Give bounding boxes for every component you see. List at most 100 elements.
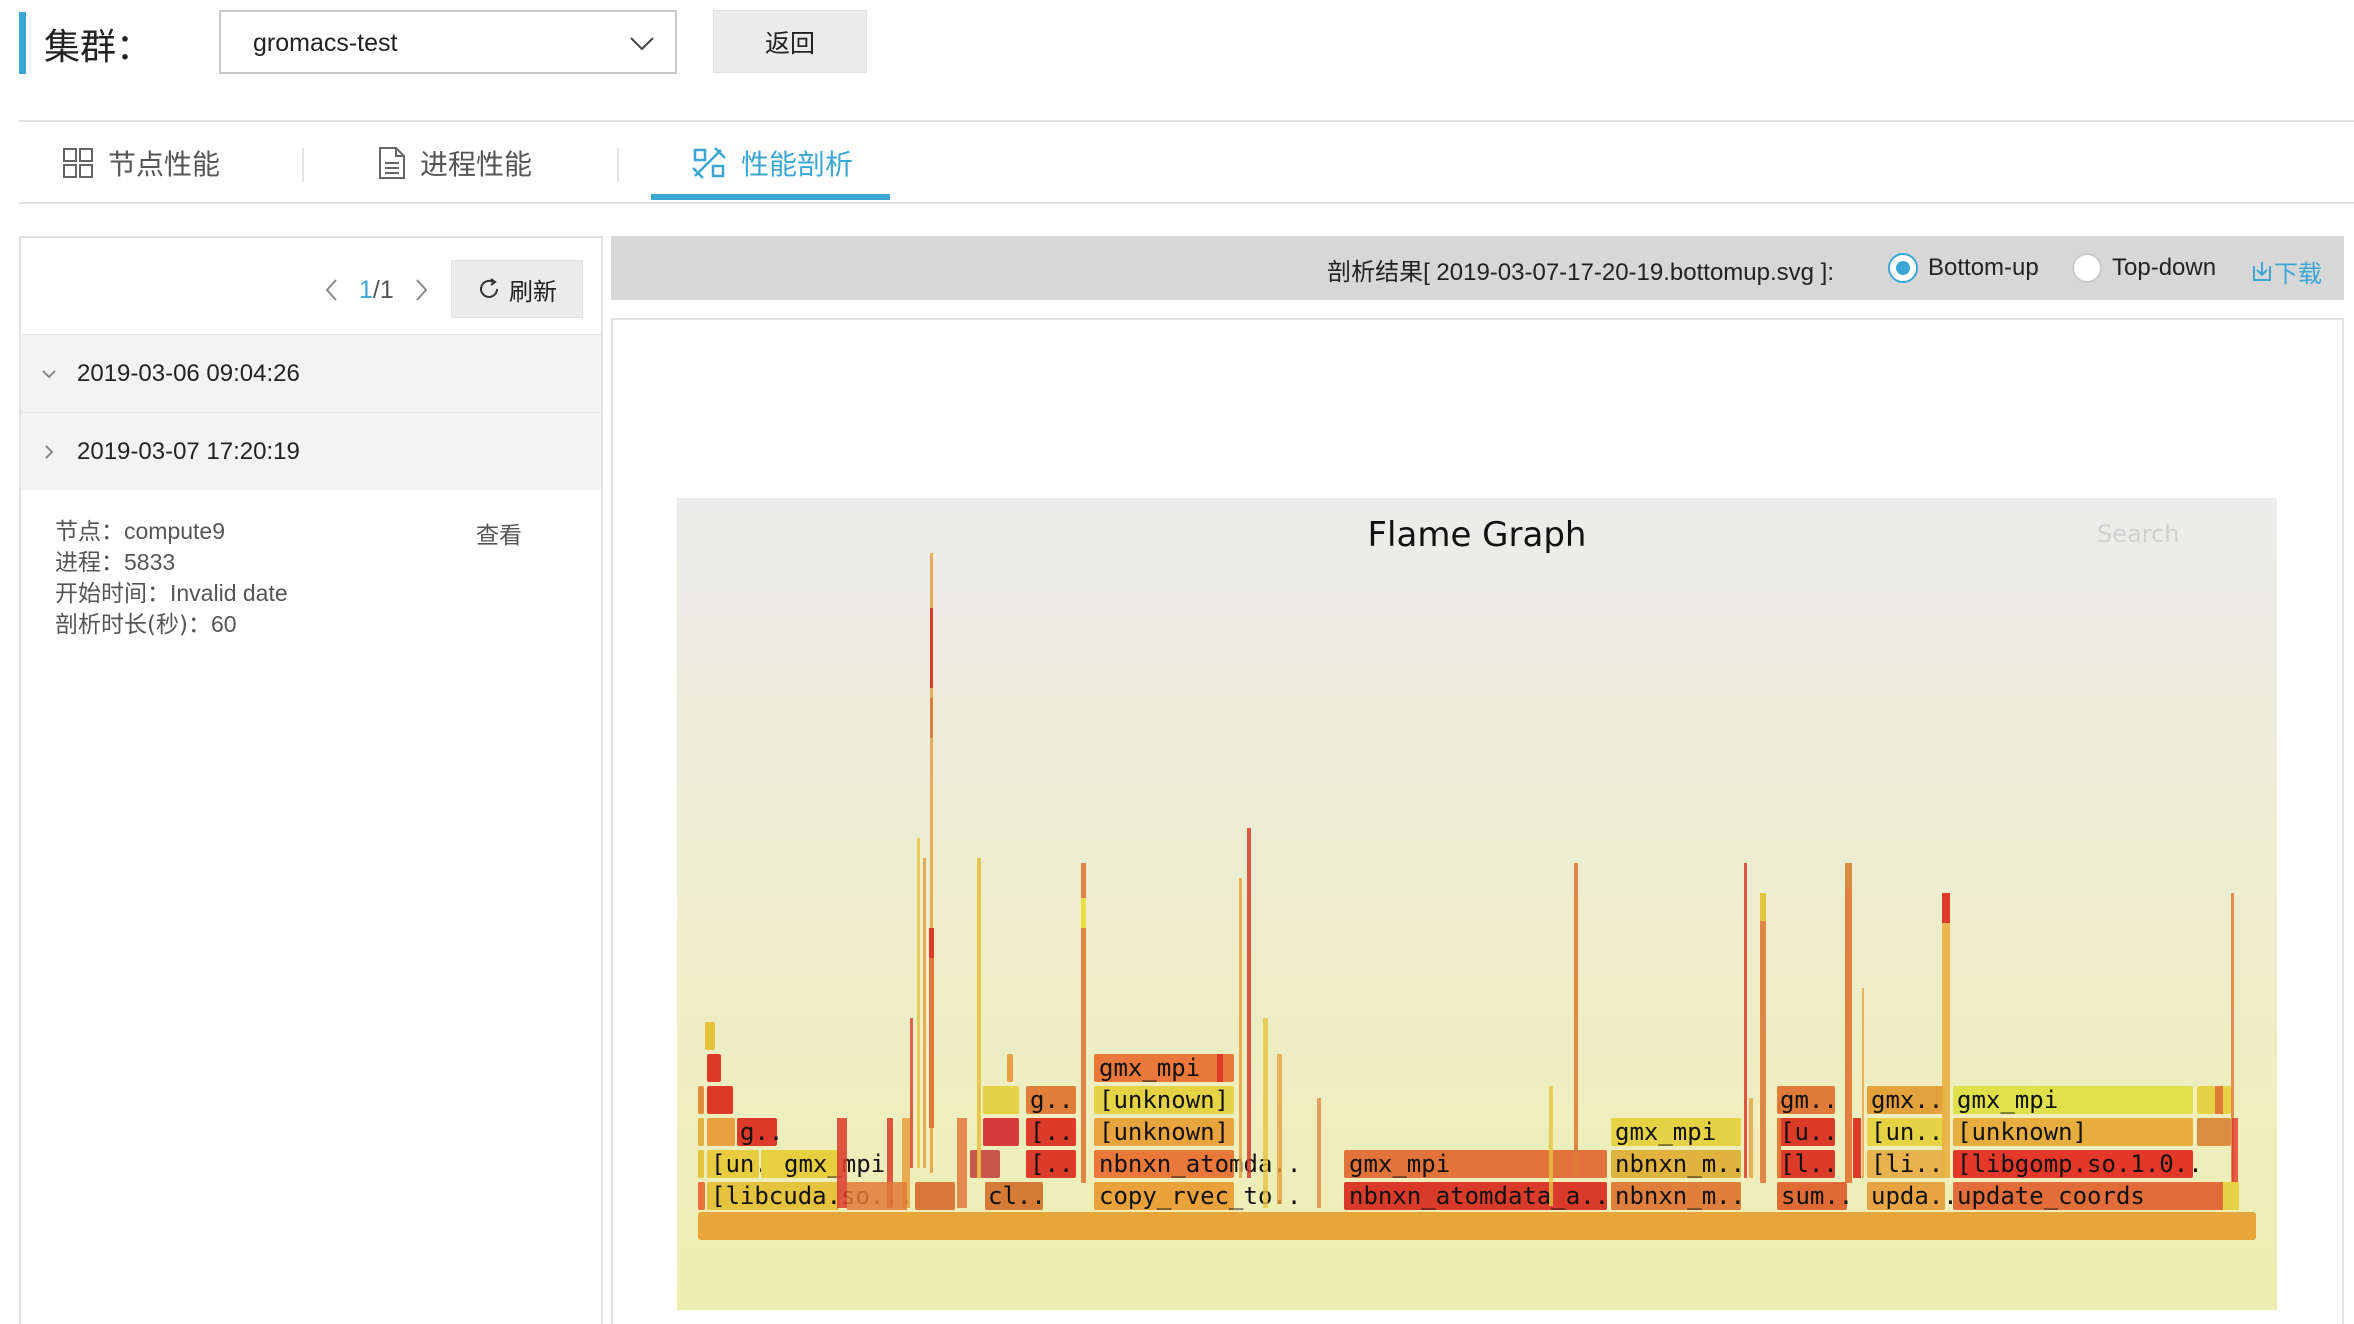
flame-spike[interactable] xyxy=(2231,893,2234,1183)
flame-frame[interactable] xyxy=(1777,1118,1835,1146)
chevron-left-icon[interactable] xyxy=(321,275,343,305)
flame-frame[interactable] xyxy=(1867,1150,1945,1178)
flame-frame[interactable] xyxy=(1094,1086,1234,1114)
flame-frame[interactable] xyxy=(1094,1118,1234,1146)
flame-frame[interactable] xyxy=(1777,1150,1835,1178)
flame-spike[interactable] xyxy=(929,928,934,958)
flame-frame[interactable] xyxy=(1026,1118,1076,1146)
flame-spike[interactable] xyxy=(1574,863,1578,1178)
flame-spike[interactable] xyxy=(930,698,933,738)
flame-spike[interactable] xyxy=(1777,1118,1781,1178)
cluster-select[interactable]: gromacs-test xyxy=(219,10,677,74)
flame-frame[interactable] xyxy=(983,1086,1019,1114)
flame-spike[interactable] xyxy=(1277,1054,1282,1204)
flame-spike[interactable] xyxy=(923,858,926,1168)
flame-frame[interactable] xyxy=(698,1182,705,1210)
flame-frame[interactable] xyxy=(970,1150,1000,1178)
flame-spike[interactable] xyxy=(1247,828,1251,1178)
flame-frame[interactable] xyxy=(737,1118,777,1146)
flame-spike[interactable] xyxy=(2223,1182,2239,1210)
flame-spike[interactable] xyxy=(1942,893,1950,1178)
flame-frame[interactable] xyxy=(1953,1086,2193,1114)
run-item[interactable]: 2019-03-06 09:04:26 xyxy=(21,334,601,412)
flame-spike[interactable] xyxy=(977,858,981,1178)
flame-spike[interactable] xyxy=(1862,988,1864,1178)
flame-frame[interactable] xyxy=(705,1022,715,1050)
flame-frame[interactable] xyxy=(1611,1182,1741,1210)
flame-spike[interactable] xyxy=(1760,893,1766,1183)
flame-search[interactable]: Search xyxy=(2097,520,2179,548)
flame-frame[interactable] xyxy=(1344,1182,1607,1210)
flame-frame[interactable] xyxy=(1007,1054,1013,1082)
flame-spike[interactable] xyxy=(929,928,934,1128)
flame-frame[interactable] xyxy=(698,1086,704,1114)
flame-frame[interactable] xyxy=(1867,1118,1945,1146)
flame-frame[interactable] xyxy=(1777,1182,1847,1210)
flame-frame[interactable] xyxy=(707,1182,839,1210)
flame-spike[interactable] xyxy=(1744,863,1747,1178)
flame-spike[interactable] xyxy=(1081,863,1086,1183)
flame-frame[interactable] xyxy=(1953,1118,2193,1146)
flame-frame[interactable] xyxy=(2197,1086,2231,1114)
radio-bottom-up[interactable]: Bottom-up xyxy=(1888,250,2039,286)
flame-frame[interactable] xyxy=(1611,1150,1741,1178)
flame-frame[interactable] xyxy=(1867,1086,1945,1114)
flame-frame[interactable] xyxy=(1026,1086,1076,1114)
chevron-right-icon[interactable] xyxy=(410,275,432,305)
flame-spike[interactable] xyxy=(1760,893,1766,921)
flame-frame[interactable] xyxy=(1094,1054,1234,1082)
flame-spike[interactable] xyxy=(1749,1098,1753,1178)
view-link[interactable]: 查看 xyxy=(476,523,522,549)
flame-spike[interactable] xyxy=(1239,878,1242,1178)
flame-frame[interactable] xyxy=(983,1118,1019,1146)
flame-frame[interactable] xyxy=(1344,1150,1607,1178)
flame-frame[interactable] xyxy=(698,1118,704,1146)
flame-frame[interactable] xyxy=(1026,1150,1076,1178)
flame-frame[interactable] xyxy=(1953,1182,2231,1210)
flame-spike[interactable] xyxy=(837,1118,847,1208)
flame-spike[interactable] xyxy=(957,1118,967,1208)
flame-frame[interactable] xyxy=(707,1118,735,1146)
flame-frame[interactable] xyxy=(707,1086,733,1114)
flame-frame[interactable] xyxy=(1777,1086,1835,1114)
flame-frame[interactable] xyxy=(1094,1182,1234,1210)
flame-spike[interactable] xyxy=(1317,1098,1321,1208)
refresh-button[interactable]: 刷新 xyxy=(451,260,583,318)
flame-frame[interactable] xyxy=(915,1182,955,1210)
flame-spike[interactable] xyxy=(930,608,933,688)
tab-profiling[interactable]: 性能剖析 xyxy=(691,122,853,204)
tab-node-performance[interactable]: 节点性能 xyxy=(62,122,220,204)
flame-frame[interactable] xyxy=(698,1150,704,1178)
flame-spike[interactable] xyxy=(910,1018,913,1168)
flame-spike[interactable] xyxy=(1263,1018,1268,1208)
flame-frame[interactable] xyxy=(707,1054,721,1082)
flame-frame[interactable] xyxy=(761,1150,839,1178)
flame-frame[interactable] xyxy=(1867,1182,1945,1210)
flame-spike[interactable] xyxy=(887,1118,893,1208)
flame-frame[interactable] xyxy=(985,1182,1043,1210)
flame-frame[interactable] xyxy=(707,1150,759,1178)
flame-spike[interactable] xyxy=(2232,1118,2238,1208)
flame-spike[interactable] xyxy=(2215,1086,2223,1114)
download-link[interactable]: 下载 xyxy=(2250,254,2322,289)
flame-spike[interactable] xyxy=(930,553,933,1173)
flame-spike[interactable] xyxy=(847,1182,907,1210)
back-button[interactable]: 返回 xyxy=(713,10,867,73)
flame-frame[interactable] xyxy=(1953,1150,2193,1178)
tab-process-performance[interactable]: 进程性能 xyxy=(378,122,532,204)
flame-spike[interactable] xyxy=(917,838,920,1168)
flame-frame-root[interactable] xyxy=(698,1212,2256,1240)
flame-spike[interactable] xyxy=(1853,1118,1861,1178)
flame-spike[interactable] xyxy=(1549,1086,1553,1206)
flame-spike[interactable] xyxy=(1081,898,1086,928)
flame-frame[interactable] xyxy=(2197,1118,2231,1146)
flame-spike[interactable] xyxy=(902,1118,910,1208)
radio-top-down[interactable]: Top-down xyxy=(2072,250,2216,286)
flame-frame[interactable] xyxy=(1611,1118,1741,1146)
flame-spike[interactable] xyxy=(1217,1054,1223,1082)
flame-frame[interactable] xyxy=(1094,1150,1234,1178)
flame-spike[interactable] xyxy=(1845,863,1852,887)
run-item[interactable]: 2019-03-07 17:20:19 xyxy=(21,412,601,490)
flame-spike[interactable] xyxy=(1942,893,1950,923)
flame-spike[interactable] xyxy=(1845,863,1852,1183)
